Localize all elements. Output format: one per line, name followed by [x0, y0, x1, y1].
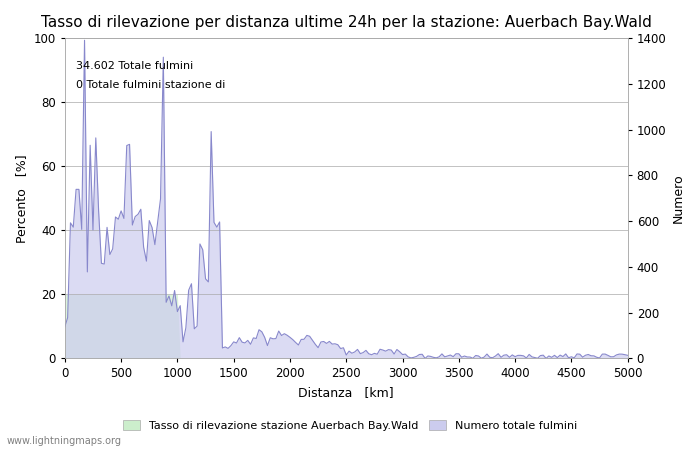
Text: 0 Totale fulmini stazione di: 0 Totale fulmini stazione di — [76, 80, 225, 90]
Title: Tasso di rilevazione per distanza ultime 24h per la stazione: Auerbach Bay.Wald: Tasso di rilevazione per distanza ultime… — [41, 15, 652, 30]
Y-axis label: Numero: Numero — [672, 173, 685, 223]
Text: www.lightningmaps.org: www.lightningmaps.org — [7, 436, 122, 446]
X-axis label: Distanza   [km]: Distanza [km] — [298, 386, 394, 399]
Legend: Tasso di rilevazione stazione Auerbach Bay.Wald, Numero totale fulmini: Tasso di rilevazione stazione Auerbach B… — [118, 416, 582, 436]
Text: 34.602 Totale fulmini: 34.602 Totale fulmini — [76, 61, 193, 71]
Y-axis label: Percento   [%]: Percento [%] — [15, 154, 28, 243]
